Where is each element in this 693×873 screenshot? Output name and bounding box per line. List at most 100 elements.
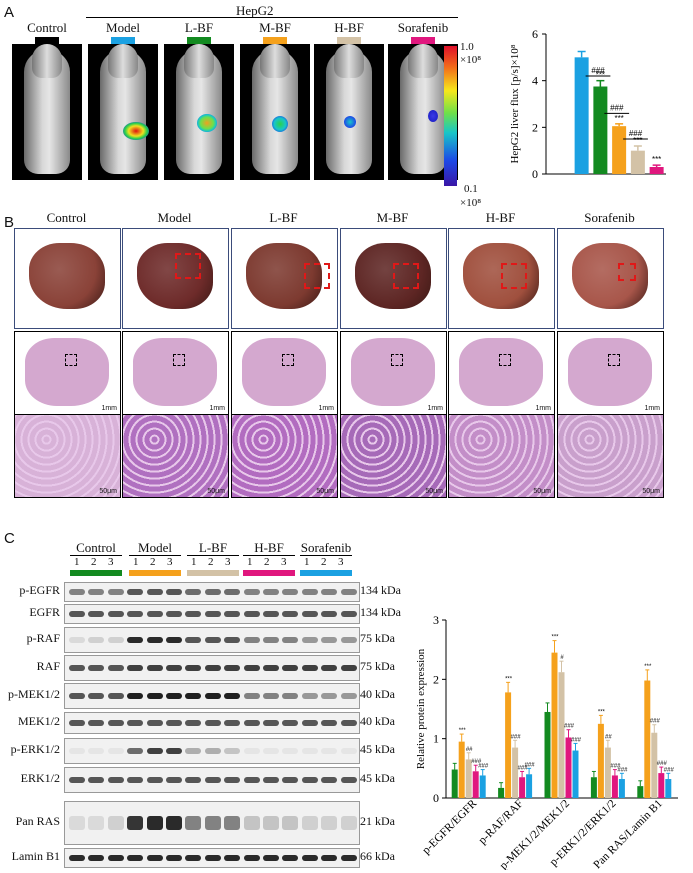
wb-row-egfr xyxy=(64,604,360,624)
lane-number: 1 xyxy=(304,556,310,568)
comparison-label: ### xyxy=(610,103,624,112)
protein-band xyxy=(301,589,318,595)
protein-band xyxy=(263,777,279,783)
significance-label: ### xyxy=(650,719,661,725)
bar-model xyxy=(551,652,558,798)
wb-row-label: ERK1/2 xyxy=(20,771,60,785)
wb-row-label: Lamin B1 xyxy=(11,849,60,863)
protein-band xyxy=(166,693,182,699)
group-label-b-1: Model xyxy=(157,210,192,225)
protein-band xyxy=(224,855,241,861)
bar-sorafenib xyxy=(665,779,672,798)
protein-band xyxy=(243,637,260,643)
protein-band xyxy=(69,665,85,671)
protein-band xyxy=(166,611,182,617)
wb-kda-label: 134 kDa xyxy=(360,583,401,597)
protein-band xyxy=(263,855,279,861)
liver-specimen xyxy=(29,243,105,309)
bar-sorafenib xyxy=(479,775,486,798)
protein-band xyxy=(321,855,338,861)
mouse-head xyxy=(108,44,138,78)
panel-c-letter: C xyxy=(4,530,15,547)
protein-band xyxy=(204,720,221,726)
wb-group-label-4: Sorafenib xyxy=(300,540,352,555)
scale-bar-1mm: 1mm xyxy=(101,405,117,412)
group-label-a-5: Sorafenib xyxy=(397,20,449,35)
lane-number: 2 xyxy=(150,556,156,568)
mouse-image-0 xyxy=(12,44,82,180)
wb-group-label-2: L-BF xyxy=(198,540,228,555)
significance-label: ### xyxy=(471,759,482,765)
mouse-image-1 xyxy=(88,44,158,180)
wb-kda-label: 66 kDa xyxy=(360,849,395,863)
tumor-highlight-box xyxy=(304,263,330,289)
scale-bar-1mm: 1mm xyxy=(644,405,660,412)
scale-bar-50um: 50μm xyxy=(425,488,443,495)
protein-band xyxy=(127,720,144,726)
protein-band xyxy=(263,693,279,699)
protein-band xyxy=(107,637,124,643)
protein-band xyxy=(263,665,279,671)
wb-row-erk1-2 xyxy=(64,767,360,793)
protein-band xyxy=(88,637,105,643)
protein-band xyxy=(185,589,202,595)
protein-band xyxy=(69,777,85,783)
bar-model xyxy=(505,692,512,798)
group-swatch-a-2 xyxy=(187,37,211,44)
liver-specimen xyxy=(246,243,322,309)
protein-band xyxy=(166,589,182,595)
protein-band xyxy=(243,589,260,595)
lane-number: 1 xyxy=(191,556,197,568)
wb-row-label: RAF xyxy=(36,659,60,673)
protein-band xyxy=(301,637,318,643)
wb-row-label: EGFR xyxy=(29,605,60,619)
mouse-image-3 xyxy=(240,44,310,180)
he-whole-section-0: 1mm xyxy=(14,331,121,415)
tissue-section xyxy=(568,338,652,406)
protein-band xyxy=(301,777,318,783)
he-whole-section-2: 1mm xyxy=(231,331,338,415)
liver-photo-0 xyxy=(14,228,121,329)
protein-band xyxy=(127,748,144,754)
wb-group-label-1: Model xyxy=(138,540,172,555)
protein-band xyxy=(166,665,182,671)
bar-h-bf xyxy=(658,773,665,798)
protein-band xyxy=(69,816,85,830)
protein-band xyxy=(282,855,299,861)
significance-label: *** xyxy=(633,136,642,145)
scale-bar-50um: 50μm xyxy=(642,488,660,495)
protein-band xyxy=(107,665,124,671)
lane-number: 2 xyxy=(264,556,270,568)
protein-band xyxy=(301,665,318,671)
protein-band xyxy=(185,777,202,783)
lane-number: 3 xyxy=(167,556,173,568)
protein-band xyxy=(243,855,260,861)
y-axis-label: Relative protein expression xyxy=(415,648,427,769)
scale-bar-1mm: 1mm xyxy=(209,405,225,412)
colorbar-max: 1.0 xyxy=(460,41,474,53)
mouse-head xyxy=(32,44,62,78)
protein-band xyxy=(107,693,124,699)
wb-row-label: p-ERK1/2 xyxy=(10,742,60,756)
protein-band xyxy=(88,720,105,726)
protein-band xyxy=(282,693,299,699)
protein-band xyxy=(340,589,357,595)
protein-band xyxy=(146,816,163,830)
group-swatch-a-0 xyxy=(35,37,59,44)
bar-model xyxy=(597,723,604,798)
mouse-head xyxy=(334,44,364,78)
protein-band xyxy=(107,720,124,726)
protein-band xyxy=(69,637,85,643)
group-label-a-1: Model xyxy=(106,20,140,35)
protein-band xyxy=(185,611,202,617)
group-label-b-0: Control xyxy=(46,210,87,225)
tissue-section xyxy=(133,338,217,406)
protein-band xyxy=(107,748,124,754)
wb-group-underline xyxy=(129,555,181,556)
protein-band xyxy=(321,720,338,726)
protein-band xyxy=(146,589,163,595)
he-whole-section-5: 1mm xyxy=(557,331,664,415)
protein-band xyxy=(69,693,85,699)
wb-group-underline xyxy=(70,555,122,556)
he-whole-section-4: 1mm xyxy=(448,331,555,415)
